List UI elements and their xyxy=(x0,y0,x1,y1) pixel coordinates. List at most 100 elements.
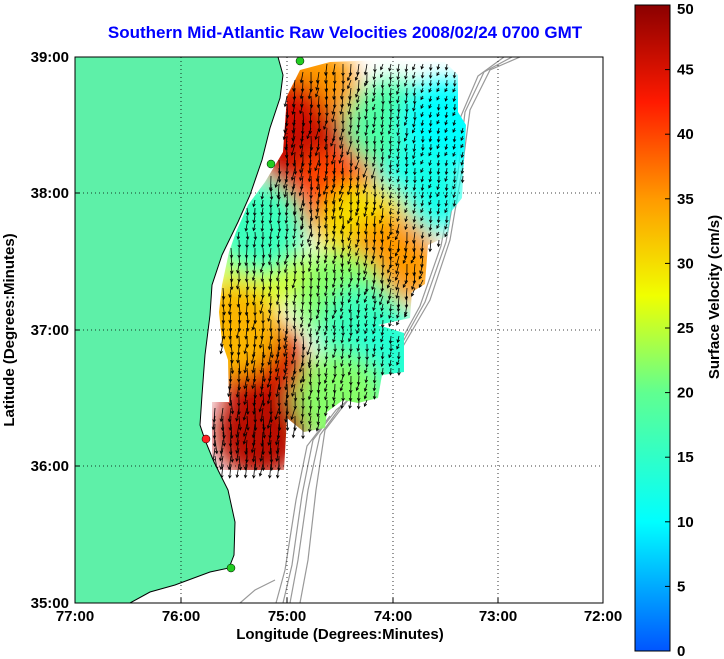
velocity-arrow xyxy=(356,319,361,328)
velocity-arrow xyxy=(412,63,416,71)
velocity-arrow xyxy=(339,311,344,320)
velocity-arrow xyxy=(347,103,352,115)
velocity-arrow xyxy=(421,143,425,152)
velocity-arrow xyxy=(356,143,360,152)
velocity-arrow xyxy=(293,399,298,410)
velocity-arrow xyxy=(380,159,384,168)
velocity-arrow xyxy=(364,335,368,343)
velocity-arrow xyxy=(324,335,329,345)
velocity-arrow xyxy=(436,183,440,191)
velocity-arrow xyxy=(269,207,273,217)
velocity-arrow xyxy=(396,151,400,160)
velocity-arrow xyxy=(242,423,248,438)
velocity-arrow xyxy=(332,263,336,274)
velocity-arrow xyxy=(388,79,392,88)
velocity-arrow xyxy=(362,271,368,281)
velocity-arrow xyxy=(405,175,409,184)
velocity-arrow xyxy=(373,367,377,376)
velocity-arrow xyxy=(274,359,280,373)
velocity-arrow xyxy=(333,303,337,314)
velocity-arrow xyxy=(412,191,417,200)
velocity-arrow xyxy=(266,415,272,429)
velocity-arrow xyxy=(388,159,393,169)
velocity-arrow xyxy=(436,135,441,143)
y-tick-label: 36:00 xyxy=(31,458,69,475)
velocity-arrow xyxy=(252,199,256,208)
velocity-arrow xyxy=(404,95,408,105)
velocity-arrow xyxy=(379,295,384,306)
velocity-arrow xyxy=(428,79,433,87)
velocity-arrow xyxy=(227,303,232,316)
velocity-arrow xyxy=(396,95,400,104)
velocity-arrow xyxy=(219,447,224,462)
velocity-arrow xyxy=(236,263,240,274)
velocity-arrow xyxy=(395,255,400,267)
velocity-arrow xyxy=(314,127,320,140)
velocity-arrow xyxy=(317,375,322,386)
velocity-arrow xyxy=(388,151,392,160)
velocity-arrow xyxy=(246,415,250,431)
velocity-arrow xyxy=(436,111,440,118)
velocity-arrow xyxy=(363,287,368,296)
velocity-arrow xyxy=(348,263,352,273)
velocity-arrow xyxy=(332,255,336,265)
velocity-arrow xyxy=(290,375,296,389)
velocity-arrow xyxy=(261,391,266,407)
velocity-arrow xyxy=(300,415,304,425)
velocity-arrow xyxy=(388,351,392,359)
velocity-arrow xyxy=(355,247,360,257)
velocity-arrow xyxy=(396,167,400,174)
velocity-arrow xyxy=(363,255,368,267)
velocity-arrow xyxy=(252,207,257,217)
velocity-arrow xyxy=(339,383,344,392)
velocity-arrow xyxy=(347,95,352,107)
velocity-arrow xyxy=(324,407,328,417)
velocity-arrow xyxy=(260,271,265,283)
velocity-arrow xyxy=(444,143,449,151)
y-tick-label: 39:00 xyxy=(31,49,69,66)
velocity-arrow xyxy=(397,351,401,360)
velocity-arrow xyxy=(420,87,424,94)
velocity-arrow xyxy=(316,383,321,394)
velocity-arrow xyxy=(420,63,424,70)
velocity-arrow xyxy=(388,191,393,200)
velocity-arrow xyxy=(308,327,313,338)
velocity-arrow xyxy=(364,367,368,374)
velocity-arrow xyxy=(372,359,376,368)
velocity-arrow xyxy=(331,399,336,408)
velocity-arrow xyxy=(299,159,304,174)
velocity-arrow xyxy=(365,351,369,361)
velocity-arrow xyxy=(266,375,272,389)
velocity-arrow xyxy=(230,399,235,415)
velocity-arrow xyxy=(396,79,400,89)
velocity-arrow xyxy=(331,231,336,243)
velocity-arrow xyxy=(396,143,400,153)
velocity-arrow xyxy=(275,295,280,306)
velocity-arrow xyxy=(420,71,425,79)
velocity-arrow xyxy=(245,295,250,307)
velocity-arrow xyxy=(372,135,377,145)
velocity-arrow xyxy=(340,399,344,410)
velocity-arrow xyxy=(397,103,401,113)
velocity-arrow xyxy=(356,127,360,135)
velocity-arrow xyxy=(261,231,265,241)
velocity-arrow xyxy=(258,399,264,413)
velocity-arrow xyxy=(356,327,360,335)
velocity-arrow xyxy=(315,311,320,320)
velocity-arrow xyxy=(340,263,344,274)
velocity-arrow xyxy=(380,335,384,343)
velocity-arrow xyxy=(229,271,234,283)
velocity-arrow xyxy=(268,215,273,225)
velocity-arrow xyxy=(444,175,448,182)
velocity-arrow xyxy=(308,199,313,214)
velocity-arrow xyxy=(331,239,336,251)
velocity-arrow xyxy=(245,231,250,241)
velocity-arrow xyxy=(396,111,400,120)
velocity-arrow xyxy=(373,63,377,73)
velocity-arrow xyxy=(235,463,240,479)
velocity-arrow xyxy=(323,167,328,182)
velocity-arrow xyxy=(412,183,417,191)
velocity-arrow xyxy=(428,95,433,103)
velocity-arrow xyxy=(347,255,352,265)
velocity-arrow xyxy=(316,415,321,426)
